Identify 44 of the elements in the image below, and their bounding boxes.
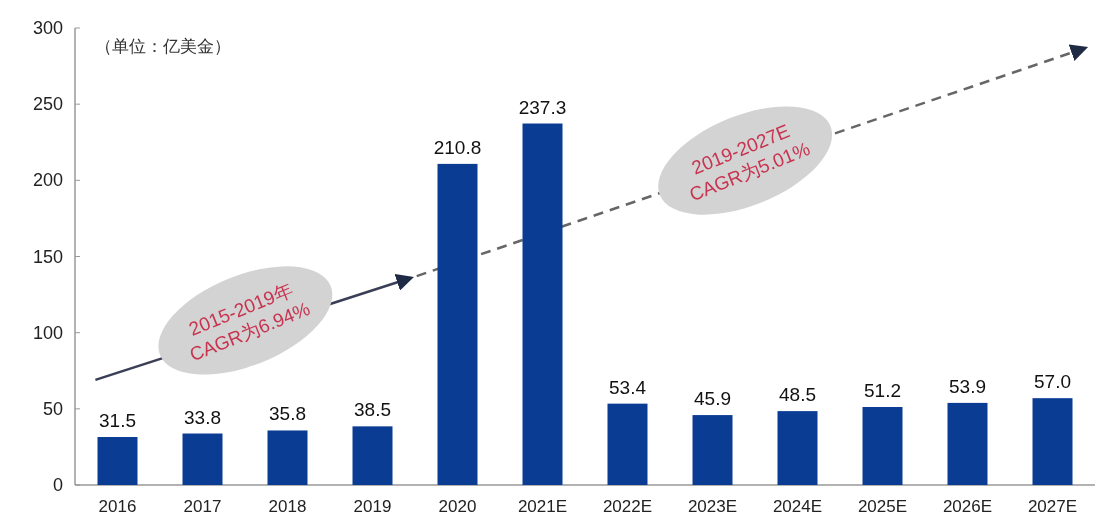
x-tick-label: 2023E bbox=[687, 497, 738, 516]
y-tick-label: 300 bbox=[32, 18, 63, 38]
bar bbox=[352, 426, 393, 485]
data-label: 48.5 bbox=[779, 384, 816, 406]
data-label: 38.5 bbox=[354, 399, 391, 421]
bar bbox=[437, 163, 478, 485]
x-tick-label: 2020 bbox=[438, 497, 477, 516]
bar bbox=[692, 415, 733, 485]
bar bbox=[777, 411, 818, 485]
bar bbox=[182, 433, 223, 485]
data-label: 57.0 bbox=[1034, 371, 1071, 393]
x-tick-label: 2027E bbox=[1027, 497, 1078, 516]
x-tick-label: 2021E bbox=[517, 497, 568, 516]
y-tick-label: 50 bbox=[42, 398, 63, 419]
bar bbox=[97, 437, 138, 485]
y-tick-label: 0 bbox=[52, 475, 63, 495]
x-tick-label: 2025E bbox=[857, 497, 908, 516]
data-label: 35.8 bbox=[269, 403, 306, 425]
x-tick-label: 2019 bbox=[353, 497, 392, 516]
bar bbox=[607, 403, 648, 485]
data-label: 51.2 bbox=[864, 380, 901, 402]
bar bbox=[862, 407, 903, 485]
bar bbox=[1032, 398, 1073, 485]
data-label: 33.8 bbox=[184, 406, 221, 428]
y-tick-label: 100 bbox=[32, 322, 63, 343]
x-tick-label: 2018 bbox=[268, 497, 307, 516]
data-label: 53.9 bbox=[949, 375, 986, 397]
data-label: 210.8 bbox=[433, 136, 482, 158]
bar bbox=[522, 123, 563, 485]
x-tick-label: 2022E bbox=[602, 497, 653, 516]
bar bbox=[947, 402, 988, 485]
y-tick-label: 250 bbox=[32, 94, 63, 115]
data-label: 45.9 bbox=[694, 388, 731, 410]
x-tick-label: 2026E bbox=[942, 497, 993, 516]
annotation: （单位：亿美金） bbox=[95, 36, 232, 56]
y-tick-label: 200 bbox=[32, 170, 63, 191]
x-tick-label: 2016 bbox=[98, 497, 137, 516]
x-tick-label: 2017 bbox=[183, 497, 222, 516]
data-label: 53.4 bbox=[609, 376, 647, 398]
bar bbox=[267, 430, 308, 485]
data-label: 31.5 bbox=[99, 410, 136, 432]
y-tick-label: 150 bbox=[32, 246, 63, 267]
x-tick-label: 2024E bbox=[772, 497, 823, 516]
data-label: 237.3 bbox=[518, 96, 567, 118]
